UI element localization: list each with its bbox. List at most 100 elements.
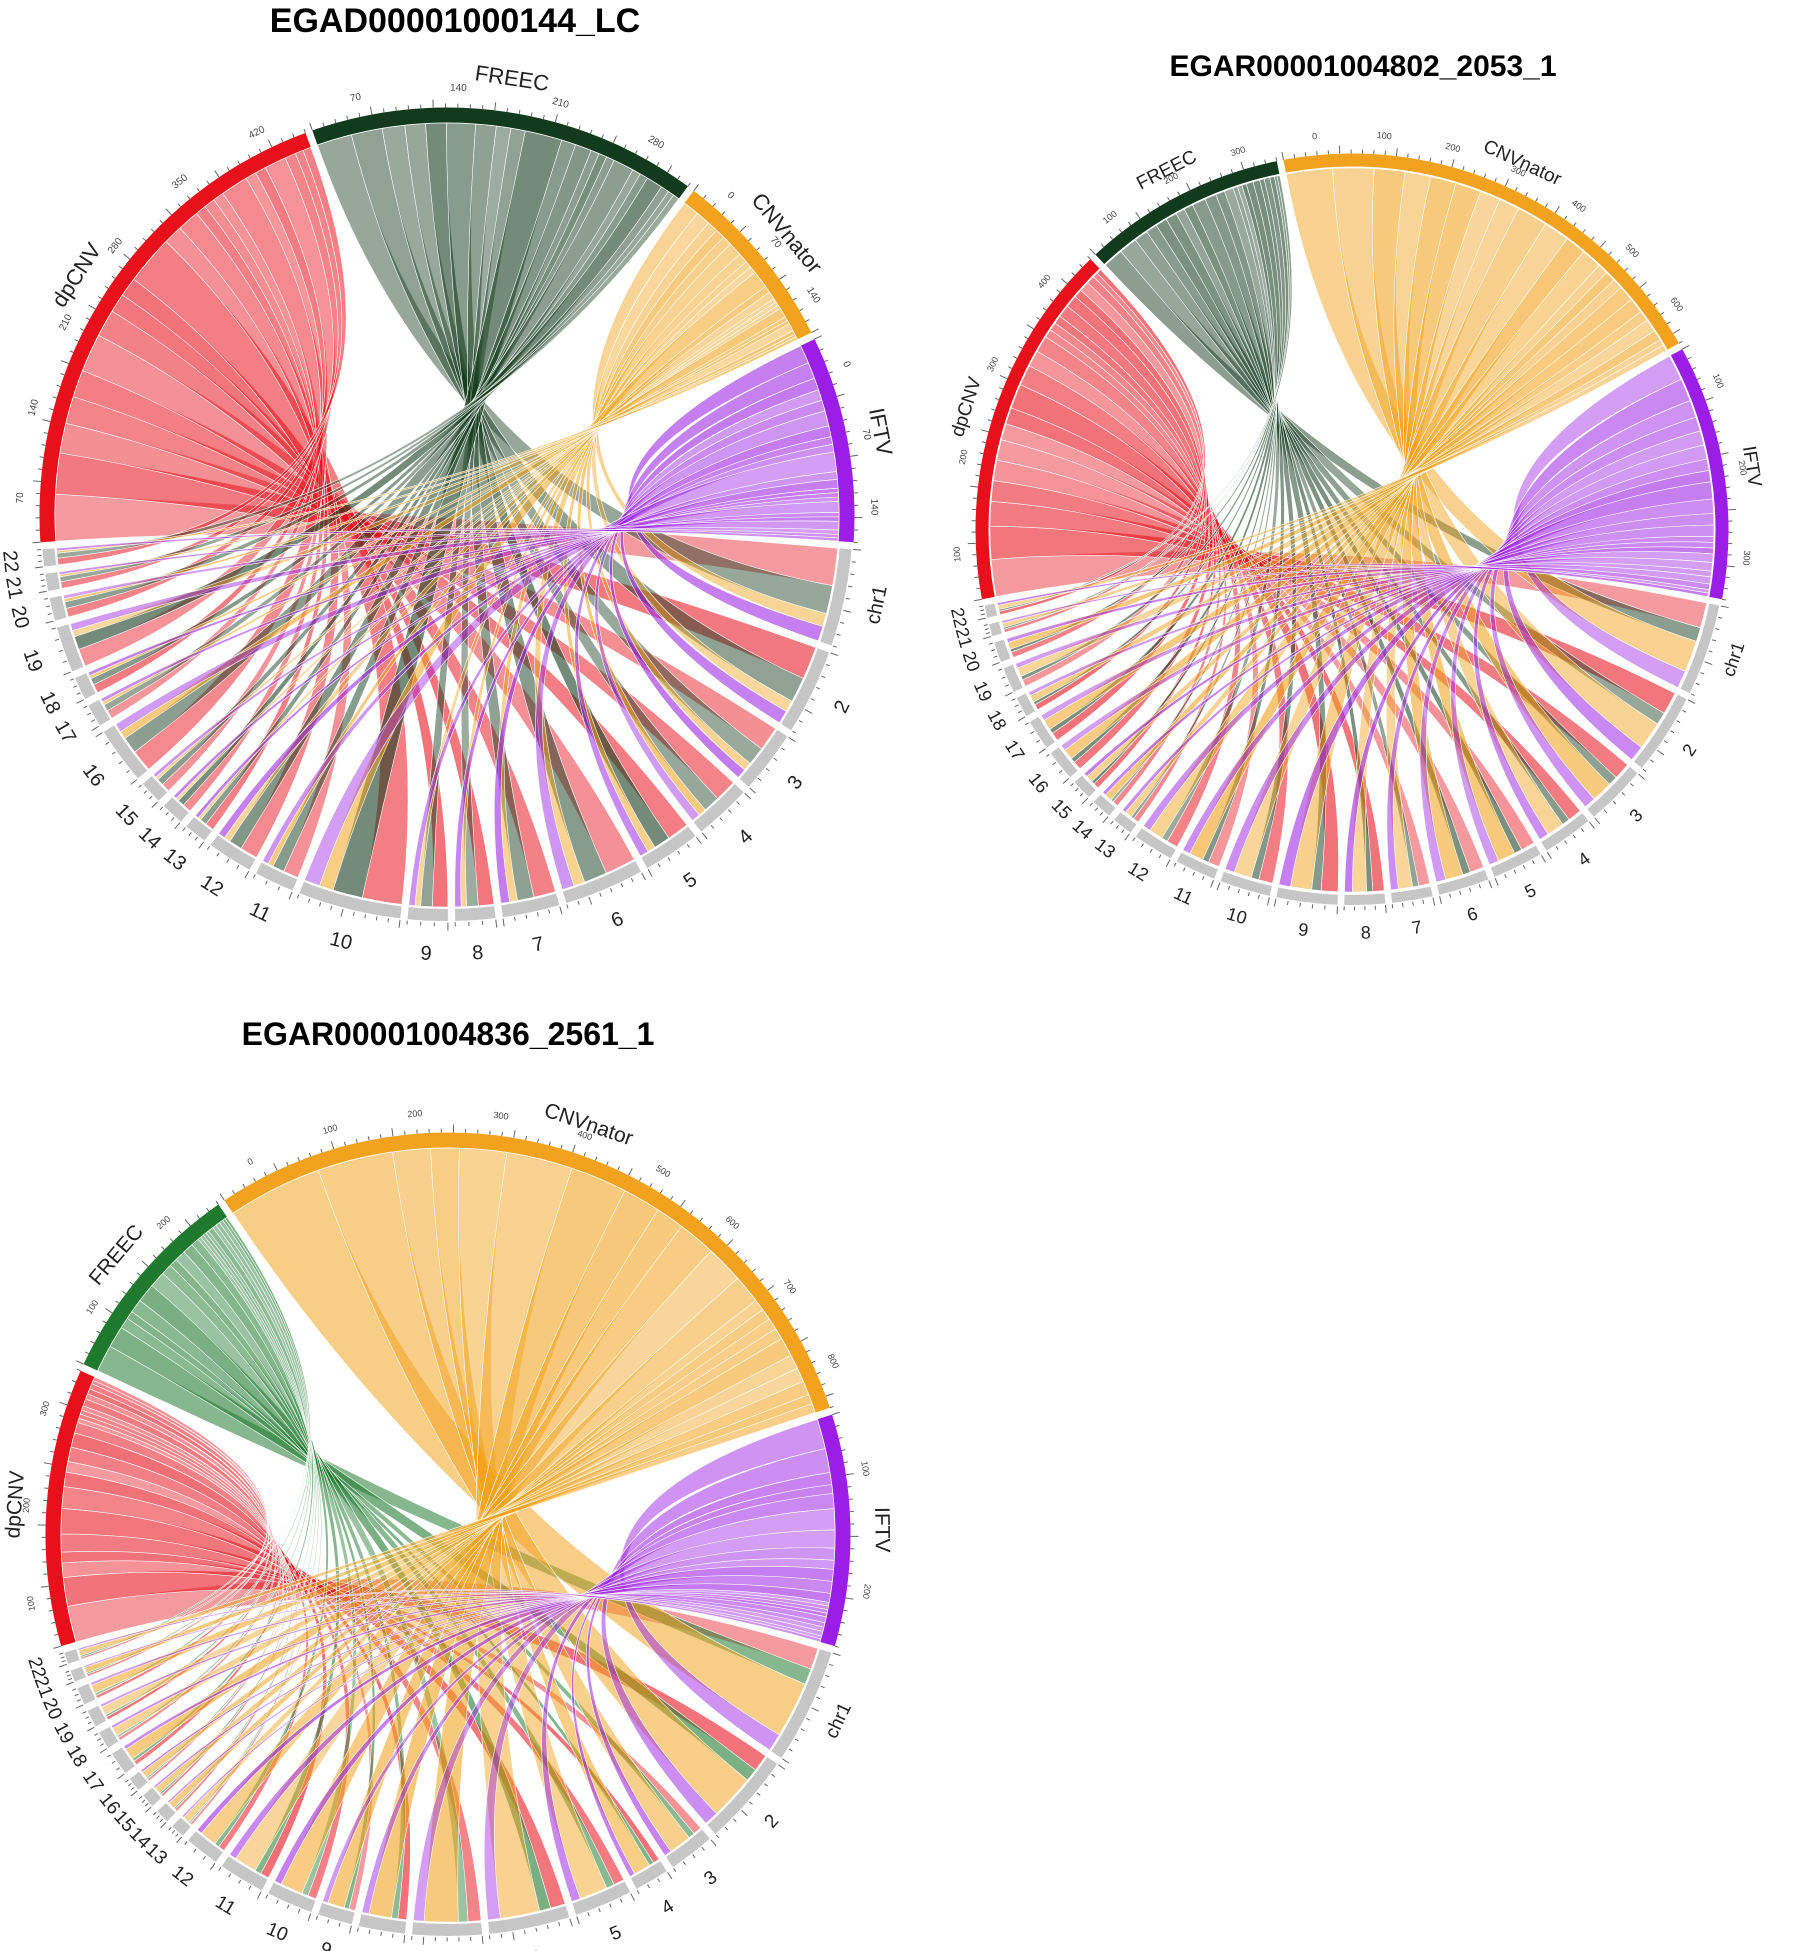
tick-mark xyxy=(74,339,79,342)
tick-mark xyxy=(1132,837,1136,842)
panel-title: EGAD00001000144_LC xyxy=(269,2,641,40)
tick-mark xyxy=(174,822,181,830)
ribbon-IFTV-22 xyxy=(997,563,1709,606)
tick-mark xyxy=(1177,191,1181,196)
chromosome-label-18: 18 xyxy=(983,707,1010,734)
tick-mark xyxy=(82,1711,87,1714)
tick-mark xyxy=(51,627,56,630)
tick-mark xyxy=(805,319,810,322)
tick-mark xyxy=(1439,896,1442,905)
tick-mark xyxy=(606,1161,609,1166)
tick-mark xyxy=(973,598,983,602)
chromosome-label-13: 13 xyxy=(1091,834,1119,862)
tool-arc-dpCNV xyxy=(45,1370,95,1647)
tick-mark xyxy=(387,918,390,923)
chromosome-label-6: 6 xyxy=(529,1947,544,1951)
ribbon-FREEC-2 xyxy=(1120,239,1665,725)
tick-mark xyxy=(494,102,497,111)
tick-mark xyxy=(292,133,295,138)
tool-tick-label: 200 xyxy=(155,1214,173,1232)
ribbon-IFTV-chr1 xyxy=(627,345,824,642)
tick-mark xyxy=(392,1933,394,1938)
tick-mark xyxy=(845,597,850,600)
tick-mark xyxy=(182,827,186,831)
tick-mark xyxy=(125,1779,129,1783)
chromosome-arc-16 xyxy=(1050,747,1078,778)
tick-mark xyxy=(825,1393,834,1397)
tick-mark xyxy=(265,880,268,885)
tick-mark xyxy=(160,1821,167,1829)
tick-mark xyxy=(998,387,1004,390)
tick-mark xyxy=(1712,639,1717,642)
tick-mark xyxy=(845,430,850,433)
tick-mark xyxy=(308,1152,312,1157)
panel-title: EGAR00001004802_2053_1 xyxy=(1169,50,1557,83)
tick-mark xyxy=(252,874,256,879)
tick-mark xyxy=(1726,565,1735,568)
tick-mark xyxy=(60,1656,65,1659)
ribbon-FREEC-6 xyxy=(1165,213,1471,875)
tick-mark xyxy=(788,736,796,743)
chord-diagram: chr12345678910111213141516171819202122dp… xyxy=(947,130,1765,943)
tick-mark xyxy=(59,1414,64,1418)
tick-mark xyxy=(141,1799,146,1803)
tick-mark xyxy=(1240,161,1244,170)
ribbons xyxy=(60,1147,836,1923)
tick-mark xyxy=(719,817,723,821)
ribbons xyxy=(989,167,1715,893)
tick-mark xyxy=(559,906,563,915)
tick-mark xyxy=(656,162,660,167)
tick-mark xyxy=(838,1436,843,1439)
tick-mark xyxy=(782,1758,790,1764)
tick-mark xyxy=(186,195,191,200)
tick-mark xyxy=(525,1136,527,1141)
chromosome-arc-12 xyxy=(210,835,256,870)
ribbon-CNVnator-10 xyxy=(280,1225,712,1894)
tick-mark xyxy=(712,202,716,207)
tick-mark xyxy=(828,371,833,374)
chromosome-arc-6 xyxy=(1436,870,1489,895)
tick-mark xyxy=(382,108,385,113)
tick-mark xyxy=(343,1141,346,1146)
tick-mark xyxy=(176,1836,183,1844)
chromosome-label-10: 10 xyxy=(328,928,355,955)
tick-mark xyxy=(45,620,54,624)
tick-mark xyxy=(142,237,147,241)
tick-mark xyxy=(1286,900,1289,906)
tick-mark xyxy=(1646,293,1651,297)
tick-mark xyxy=(1687,356,1692,360)
tick-mark xyxy=(778,1764,786,1770)
tick-mark xyxy=(609,888,613,893)
tick-mark xyxy=(677,175,681,180)
tick-mark xyxy=(848,585,853,588)
tick-mark xyxy=(578,125,581,130)
tool-arc-IFTV xyxy=(817,1414,851,1647)
tick-mark xyxy=(1275,157,1278,162)
tick-mark xyxy=(703,194,707,199)
chromosome-label-9: 9 xyxy=(420,943,432,965)
tick-mark xyxy=(847,1585,852,1587)
tick-mark xyxy=(340,908,344,917)
ribbon-IFTV-6 xyxy=(483,1508,836,1921)
tick-mark xyxy=(168,1826,172,1831)
tick-mark xyxy=(202,1855,206,1860)
tick-mark xyxy=(41,585,46,587)
tool-tick-label: 70 xyxy=(349,91,363,104)
tick-mark xyxy=(123,253,131,260)
tick-mark xyxy=(1110,820,1114,825)
tick-mark xyxy=(1632,275,1636,280)
ribbon-IFTV-18 xyxy=(87,516,840,677)
tick-mark xyxy=(1087,255,1091,260)
tick-mark xyxy=(137,1272,141,1276)
tick-mark xyxy=(1058,770,1063,774)
chord-diagram: chr12345678910111213141516171819202122dp… xyxy=(1,1099,893,1951)
tick-mark xyxy=(53,1633,59,1636)
chromosome-label-20: 20 xyxy=(38,1695,66,1723)
tick-mark xyxy=(1147,208,1151,213)
tick-mark xyxy=(1681,344,1690,350)
tick-mark xyxy=(1140,843,1144,848)
tick-mark xyxy=(1293,153,1296,158)
tool-tick-label: 100 xyxy=(84,1298,101,1316)
ribbon-FREEC-22 xyxy=(998,174,1293,612)
tick-mark xyxy=(130,1786,135,1791)
